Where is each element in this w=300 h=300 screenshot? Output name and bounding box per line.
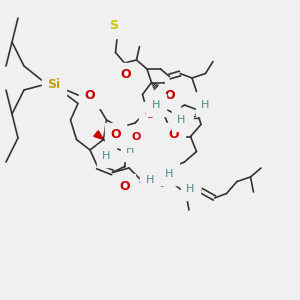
Text: H: H bbox=[201, 100, 210, 110]
Polygon shape bbox=[87, 94, 98, 105]
Text: H: H bbox=[177, 115, 186, 125]
Text: O: O bbox=[145, 107, 155, 121]
Text: H: H bbox=[152, 100, 160, 110]
Text: H: H bbox=[186, 184, 195, 194]
Text: S: S bbox=[110, 19, 118, 32]
Text: O: O bbox=[132, 131, 141, 142]
Polygon shape bbox=[94, 131, 104, 140]
Text: H: H bbox=[102, 151, 111, 161]
Text: Si: Si bbox=[47, 77, 61, 91]
Text: O: O bbox=[121, 68, 131, 82]
Text: H: H bbox=[146, 175, 154, 185]
Text: O: O bbox=[110, 128, 121, 142]
Text: O: O bbox=[169, 128, 179, 142]
Text: O: O bbox=[119, 179, 130, 193]
Text: O: O bbox=[164, 89, 175, 103]
Text: H: H bbox=[126, 145, 135, 155]
Text: O: O bbox=[85, 89, 95, 103]
Text: H: H bbox=[165, 169, 174, 179]
